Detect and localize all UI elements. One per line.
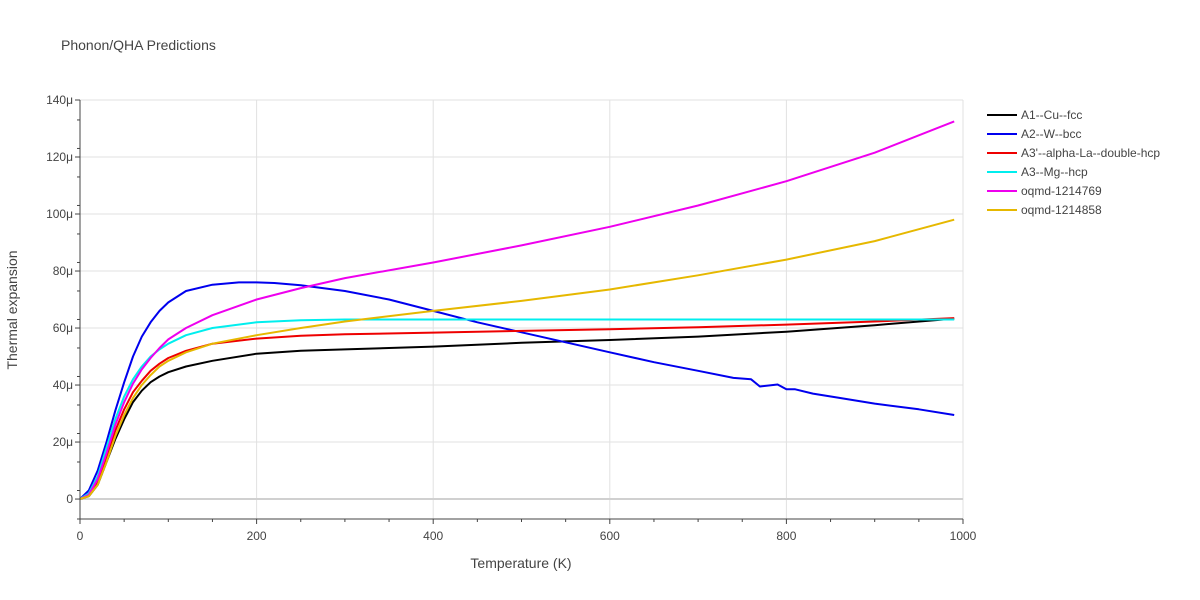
- x-tick-label: 1000: [950, 529, 977, 543]
- series-line: [79, 218, 955, 500]
- legend-label: A3--Mg--hcp: [1021, 165, 1088, 179]
- x-axis-ticks: 0 200 400 600 800 1000: [77, 518, 977, 543]
- legend[interactable]: A1--Cu--fcc A2--W--bcc A3'--alpha-La--doub…: [987, 108, 1160, 217]
- y-tick-label: 20μ: [53, 435, 73, 449]
- y-axis-title: Thermal expansion: [4, 250, 20, 369]
- legend-item[interactable]: A3--Mg--hcp: [987, 165, 1088, 179]
- series-lines: [79, 120, 955, 500]
- series-line: [79, 317, 955, 500]
- y-tick-label: 40μ: [53, 378, 73, 392]
- legend-item[interactable]: oqmd-1214858: [987, 203, 1102, 217]
- grid-lines: [80, 99, 964, 519]
- legend-item[interactable]: A3'--alpha-La--double-hcp: [987, 146, 1160, 160]
- x-tick-label: 200: [247, 529, 267, 543]
- y-tick-label: 140μ: [46, 93, 73, 107]
- legend-item[interactable]: oqmd-1214769: [987, 184, 1102, 198]
- y-tick-label: 60μ: [53, 321, 73, 335]
- x-tick-label: 600: [600, 529, 620, 543]
- legend-label: A3'--alpha-La--double-hcp: [1021, 146, 1160, 160]
- y-tick-label: 120μ: [46, 150, 73, 164]
- series-line: [79, 120, 955, 500]
- x-tick-label: 0: [77, 529, 84, 543]
- series-line: [79, 317, 955, 500]
- series-line: [79, 318, 955, 500]
- y-tick-label: 0: [66, 492, 73, 506]
- legend-item[interactable]: A1--Cu--fcc: [987, 108, 1082, 122]
- legend-item[interactable]: A2--W--bcc: [987, 127, 1081, 141]
- legend-label: oqmd-1214858: [1021, 203, 1102, 217]
- x-tick-label: 800: [776, 529, 796, 543]
- y-axis-ticks: 0 20μ 40μ 60μ 80μ 100μ 120μ 140μ: [46, 93, 81, 520]
- legend-label: oqmd-1214769: [1021, 184, 1102, 198]
- y-tick-label: 80μ: [53, 264, 73, 278]
- y-tick-label: 100μ: [46, 207, 73, 221]
- chart-title: Phonon/QHA Predictions: [61, 37, 216, 53]
- legend-label: A1--Cu--fcc: [1021, 108, 1082, 122]
- x-tick-label: 400: [423, 529, 443, 543]
- x-axis-title: Temperature (K): [470, 555, 571, 571]
- series-line: [79, 281, 955, 500]
- legend-label: A2--W--bcc: [1021, 127, 1081, 141]
